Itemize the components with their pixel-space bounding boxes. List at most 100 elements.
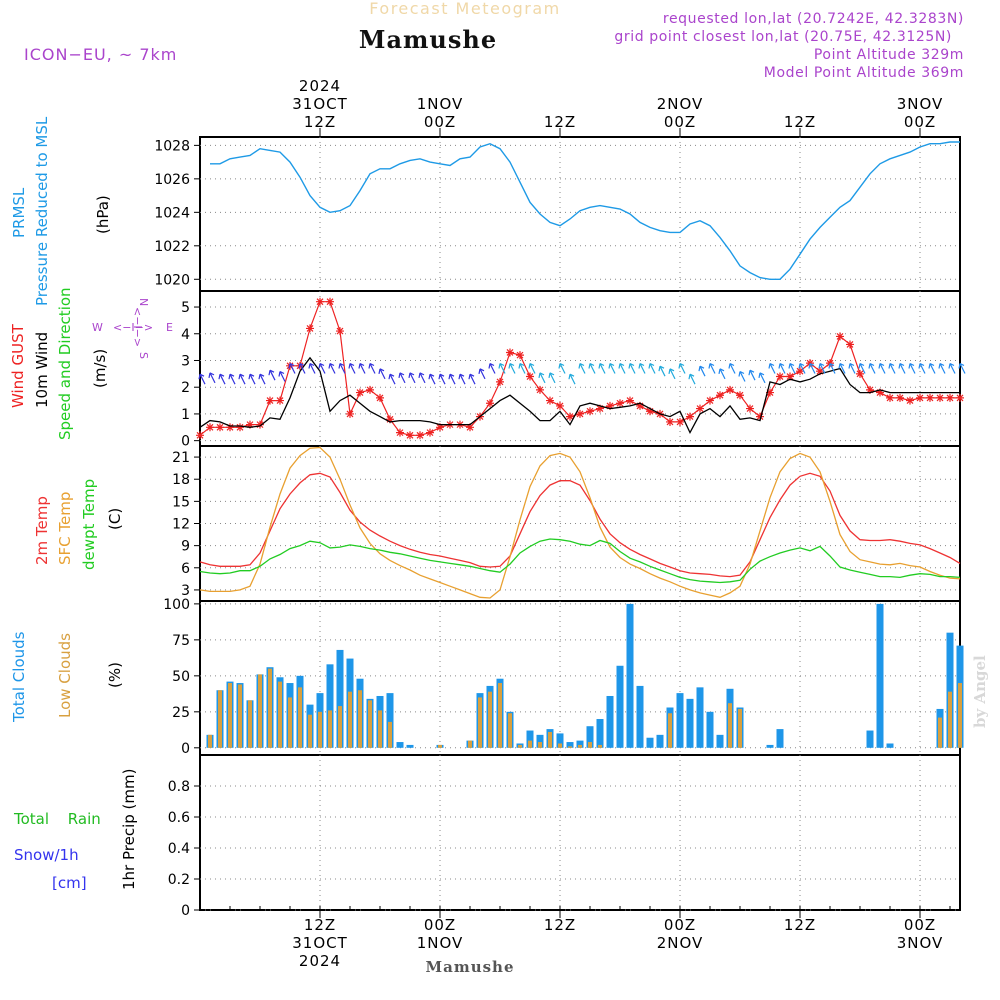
total-cloud-bar xyxy=(876,603,884,748)
wind-arrow xyxy=(218,373,226,385)
low-cloud-bar xyxy=(728,703,732,748)
wind-arrow xyxy=(668,368,676,380)
low-cloud-bar xyxy=(598,744,602,748)
total-cloud-bar xyxy=(586,726,594,748)
total-cloud-bar xyxy=(766,744,774,748)
wind-arrow xyxy=(418,372,426,384)
gust-marker xyxy=(346,409,354,418)
wind-arrow xyxy=(618,362,626,374)
low-cloud-bar xyxy=(578,744,582,748)
wind-arrow xyxy=(298,362,306,374)
wind-arrow xyxy=(468,373,476,385)
wind-unit: (m/s) xyxy=(91,349,109,388)
low-cloud-bar xyxy=(468,740,472,748)
gust-marker xyxy=(796,367,804,376)
y-tick-label: 25 xyxy=(172,705,190,721)
y-tick-label: 0 xyxy=(181,434,190,450)
wind-arrow xyxy=(698,365,706,377)
low-cloud-bar xyxy=(328,710,332,748)
temp-label-sfc: SFC Temp xyxy=(56,492,74,565)
gust-marker xyxy=(416,431,424,440)
wind-arrow xyxy=(278,370,286,382)
grid-coords: grid point closest lon,lat (20.75E, 42.3… xyxy=(614,29,952,45)
total-cloud-bar xyxy=(626,603,634,748)
total-cloud-bar xyxy=(636,685,644,748)
gust-marker xyxy=(516,351,524,360)
gust-marker xyxy=(906,396,914,405)
gust-marker xyxy=(916,393,924,402)
wind-arrow xyxy=(338,362,346,374)
temp-dewpt-line xyxy=(199,538,961,584)
wind-arrow xyxy=(808,362,816,374)
temp-2m-line xyxy=(199,472,961,578)
precip-label-rain: Total Rain xyxy=(13,810,101,828)
wind-arrow xyxy=(638,362,646,374)
y-tick-label: 0 xyxy=(181,741,190,757)
x-label-bottom: 12Z xyxy=(784,916,816,934)
total-cloud-bar xyxy=(396,742,404,748)
low-cloud-bar xyxy=(948,691,952,748)
total-cloud-bar xyxy=(886,743,894,748)
gust-marker xyxy=(526,372,534,381)
pressure-label-prmsl: PRMSL xyxy=(10,187,28,238)
wind-arrow xyxy=(708,362,716,374)
gust-marker xyxy=(816,367,824,376)
compass-s: S xyxy=(137,352,150,359)
total-cloud-bar xyxy=(946,632,954,748)
gust-marker xyxy=(576,409,584,418)
wind-arrow xyxy=(538,372,546,384)
gust-marker xyxy=(386,415,394,424)
compass-arrow-vert: <−I−> xyxy=(131,307,144,347)
pressure-unit: (hPa) xyxy=(94,195,112,234)
gust-marker xyxy=(246,420,254,429)
gust-marker xyxy=(366,385,374,394)
wind-arrow xyxy=(598,362,606,374)
wind-arrow xyxy=(848,362,856,374)
low-cloud-bar xyxy=(298,687,302,748)
total-cloud-bar xyxy=(716,734,724,748)
wind-label-gust: Wind GUST xyxy=(9,323,27,408)
plots-layer xyxy=(196,141,966,911)
total-cloud-bar xyxy=(656,734,664,748)
page-title: Mamushe xyxy=(359,25,497,54)
precip-unit: 1hr Precip (mm) xyxy=(120,769,138,890)
total-cloud-bar xyxy=(336,649,344,748)
y-tick-label: 6 xyxy=(181,561,190,577)
x-label-top: 2NOV xyxy=(657,95,704,113)
wind-arrow xyxy=(238,373,246,385)
total-cloud-bar xyxy=(606,695,614,748)
y-tick-label: 15 xyxy=(172,494,190,510)
wind-arrow xyxy=(348,362,356,374)
gust-marker xyxy=(836,332,844,341)
gust-marker xyxy=(276,396,284,405)
wind-arrow xyxy=(878,362,886,374)
y-tick-label: 12 xyxy=(172,517,190,533)
gust-marker xyxy=(636,401,644,410)
wind-arrow xyxy=(948,362,956,374)
low-cloud-bar xyxy=(588,742,592,748)
y-tick-label: 3 xyxy=(181,583,190,599)
x-label-top: 00Z xyxy=(424,113,456,131)
y-tick-label: 1020 xyxy=(154,272,190,288)
low-cloud-bar xyxy=(538,742,542,748)
gust-marker xyxy=(706,396,714,405)
wind-arrow xyxy=(488,362,496,374)
wind-arrow xyxy=(568,373,576,385)
x-label-top: 00Z xyxy=(904,113,936,131)
y-tick-label: 1026 xyxy=(154,172,190,188)
model-label: ICON−EU, ~ 7km xyxy=(24,45,177,64)
x-label-bottom: 2NOV xyxy=(657,934,704,952)
gust-marker xyxy=(846,340,854,349)
wind-arrow xyxy=(548,372,556,384)
y-tick-label: 1028 xyxy=(154,138,190,154)
total-cloud-bar xyxy=(686,698,694,748)
y-tick-label: 50 xyxy=(172,669,190,685)
total-cloud-bar xyxy=(706,711,714,748)
gust-marker xyxy=(546,396,554,405)
low-cloud-bar xyxy=(228,683,232,748)
wind-arrow xyxy=(428,373,436,385)
low-cloud-bar xyxy=(278,681,282,748)
gust-marker xyxy=(956,393,964,402)
gust-marker xyxy=(666,417,674,426)
wind-arrow xyxy=(328,362,336,374)
